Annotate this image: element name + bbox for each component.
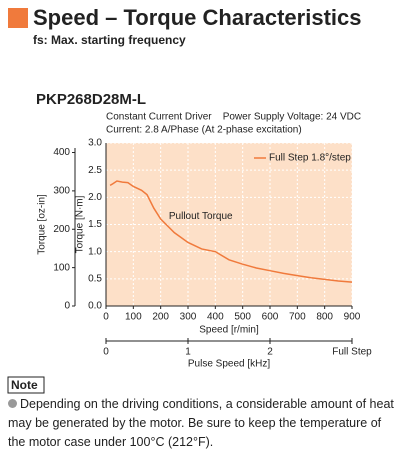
y-tick-label: 3.0	[88, 138, 102, 149]
x2-tick-label: 0	[103, 347, 109, 358]
x-tick-label: 900	[344, 312, 361, 323]
title: Speed – Torque Characteristics	[33, 5, 362, 30]
y-tick-label: 0.5	[88, 273, 102, 284]
y2-axis-label: Torque [oz-in]	[37, 194, 48, 255]
subtitle: fs: Max. starting frequency	[33, 33, 186, 47]
note-label: Note	[11, 378, 38, 392]
condition: Current: 2.8 A/Phase (At 2-phase excitat…	[106, 125, 302, 136]
y-tick-label: 2.5	[88, 165, 102, 176]
x-tick-label: 200	[152, 312, 169, 323]
note: Depending on the driving conditions, a c…	[8, 395, 400, 452]
y-tick-label: 0.0	[88, 301, 102, 312]
series-line	[109, 180, 353, 283]
y-tick-label: 1.0	[88, 246, 102, 257]
x-tick-label: 600	[262, 312, 279, 323]
x-tick-label: 400	[207, 312, 224, 323]
y2-tick-label: 200	[53, 224, 70, 235]
title-icon	[8, 8, 28, 28]
x2-tick-label: 2	[267, 347, 273, 358]
x-tick-label: 100	[125, 312, 142, 323]
x-tick-label: 500	[234, 312, 251, 323]
x2-tick-label: 1	[185, 347, 191, 358]
x-tick-label: 0	[103, 312, 109, 323]
condition: Constant Current Driver Power Supply Vol…	[106, 112, 361, 123]
x2-axis-label: Pulse Speed [kHz]	[188, 359, 270, 370]
y2-tick-label: 300	[53, 186, 70, 197]
bullet	[8, 399, 17, 408]
note-box	[7, 376, 45, 394]
x-tick-label: 800	[316, 312, 333, 323]
x-axis-label: Speed [r/min]	[199, 325, 259, 336]
y-tick-label: 2.0	[88, 192, 102, 203]
annotation: Pullout Torque	[169, 211, 233, 222]
model: PKP268D28M-L	[36, 91, 146, 108]
y2-tick-label: 100	[53, 262, 70, 273]
y2-tick-label: 400	[53, 147, 70, 158]
x2-end-label: Full Step	[332, 347, 372, 358]
x-tick-label: 700	[289, 312, 306, 323]
note-text: Depending on the driving conditions, a c…	[8, 397, 394, 449]
legend-label: Full Step 1.8°/step	[269, 153, 351, 164]
y-tick-label: 1.5	[88, 219, 102, 230]
y-axis-label: Torque [N·m]	[75, 195, 86, 253]
y2-tick-label: 0	[64, 301, 70, 312]
x-tick-label: 300	[180, 312, 197, 323]
